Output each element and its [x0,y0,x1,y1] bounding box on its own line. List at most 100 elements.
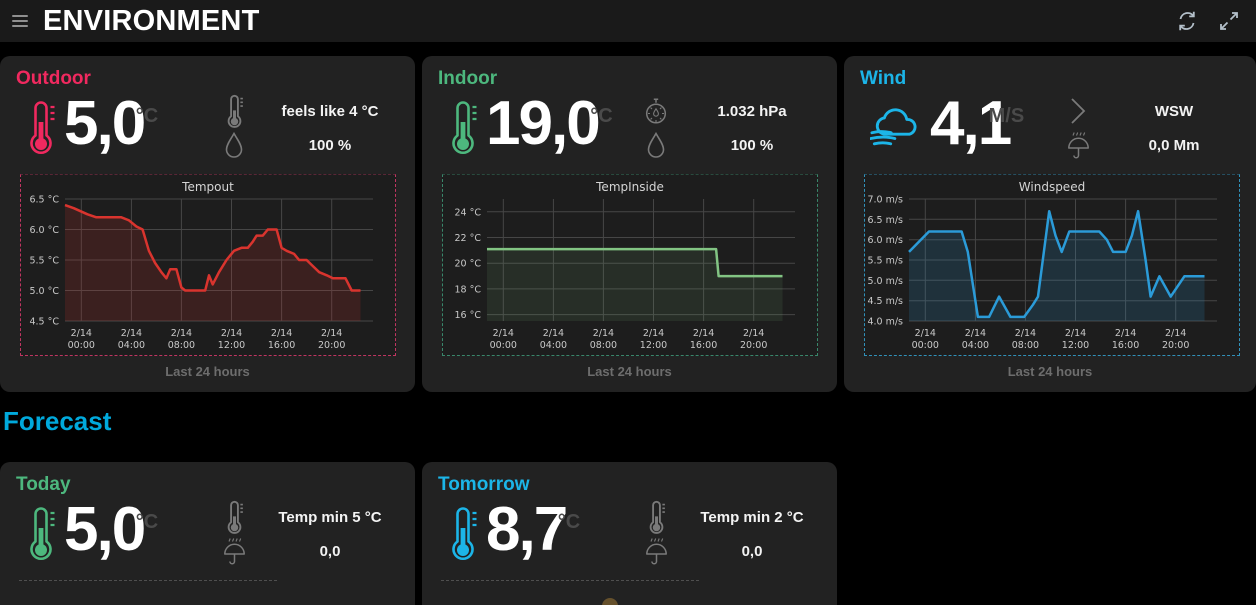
rain-amount-value: 0,0 [741,542,763,560]
feels-like-row: feels like 4 °C [212,94,404,128]
svg-text:5.0 m/s: 5.0 m/s [867,276,903,287]
temp-min-row: Temp min 5 °C [212,500,404,534]
windspeed-chart[interactable]: Windspeed 7.0 m/s 6.5 m/s 6.0 m/s 5.5 m/s 5.0… [864,174,1240,356]
today-panel: Today 5,0 °C [0,462,415,605]
umbrella-rain-icon [1056,129,1100,161]
svg-text:4.5 m/s: 4.5 m/s [867,296,903,307]
tomorrow-panel: Tomorrow 8,7 °C [422,462,837,605]
svg-text:2/14: 2/14 [1115,328,1136,339]
forecast-divider [441,580,699,581]
today-panel-title: Today [16,474,71,495]
hamburger-menu-button[interactable] [12,15,30,27]
tomorrow-reading: 8,7 °C [448,499,592,562]
temp-min-row: Temp min 2 °C [634,500,826,534]
svg-text:4.5 °C: 4.5 °C [29,317,59,328]
svg-text:04:00: 04:00 [118,340,145,351]
tomorrow-temperature-value: 8,7 [486,495,568,564]
indoor-panel-title: Indoor [438,68,498,89]
sun-icon [602,598,618,605]
thermometer-icon [26,504,56,562]
svg-text:Tempout: Tempout [181,180,234,194]
svg-text:2/14: 2/14 [643,328,664,339]
indoor-temperature-value: 19,0 [486,89,601,158]
rain-amount-value: 0,0 Mm [1148,136,1200,154]
wind-chart-caption: Last 24 hours [1007,364,1093,379]
pressure-row: 1.032 hPa [634,94,826,128]
header-bar: ENVIRONMENT [0,0,1256,42]
svg-text:22 °C: 22 °C [455,233,482,244]
rain-row: 0,0 [212,534,404,568]
temp-min-value: Temp min 5 °C [278,508,382,526]
svg-text:6.5 m/s: 6.5 m/s [867,215,903,226]
svg-text:2/14: 2/14 [321,328,342,339]
outdoor-info: feels like 4 °C 100 % [212,94,404,162]
svg-text:TempInside: TempInside [595,180,664,194]
svg-text:18 °C: 18 °C [455,284,482,295]
outdoor-chart-caption: Last 24 hours [165,364,250,379]
rain-row: 0,0 Mm [1056,128,1248,162]
thermometer-icon [26,98,56,156]
fullscreen-icon[interactable] [1218,10,1240,32]
svg-text:16 °C: 16 °C [455,310,482,321]
thermometer-icon [212,93,256,129]
thermometer-icon [448,504,478,562]
outdoor-temperature-unit: °C [135,105,159,127]
svg-text:2/14: 2/14 [915,328,936,339]
thermometer-icon [634,499,678,535]
wind-direction-row: WSW [1056,94,1248,128]
cloud-wind-icon [870,104,922,148]
svg-text:2/14: 2/14 [221,328,242,339]
svg-text:5.5 m/s: 5.5 m/s [867,256,903,267]
rain-amount-value: 0,0 [319,542,341,560]
page-title: ENVIRONMENT [43,4,260,37]
wind-speed-unit: M/S [988,105,1025,127]
svg-text:6.0 °C: 6.0 °C [29,225,59,236]
svg-text:12:00: 12:00 [640,340,667,351]
svg-text:2/14: 2/14 [121,328,142,339]
svg-text:12:00: 12:00 [1062,340,1089,351]
svg-text:00:00: 00:00 [68,340,95,351]
humidity-drop-icon [634,131,678,159]
refresh-icon[interactable] [1176,10,1198,32]
forecast-row: Today 5,0 °C [0,462,1256,605]
svg-text:20:00: 20:00 [1162,340,1189,351]
svg-text:2/14: 2/14 [593,328,614,339]
indoor-temperature-chart[interactable]: TempInside 24 °C 22 °C 20 °C 18 °C 16 °C 2/14 0… [442,174,818,356]
today-temperature-unit: °C [135,511,159,533]
today-reading: 5,0 °C [26,499,170,562]
wind-direction-chevron-icon [1056,96,1100,126]
svg-text:16:00: 16:00 [1112,340,1139,351]
indoor-reading: 19,0 °C [448,93,625,156]
svg-text:2/14: 2/14 [271,328,292,339]
svg-text:Windspeed: Windspeed [1019,180,1085,194]
tomorrow-temperature-unit: °C [557,511,581,533]
wind-info: WSW 0,0 Mm [1056,94,1248,162]
humidity-drop-icon [212,131,256,159]
svg-text:5.5 °C: 5.5 °C [29,256,59,267]
svg-text:00:00: 00:00 [490,340,517,351]
wind-speed-value: 4,1 [930,89,1012,158]
tomorrow-info: Temp min 2 °C 0,0 [634,500,826,568]
humidity-row: 100 % [634,128,826,162]
svg-text:08:00: 08:00 [1012,340,1039,351]
indoor-temperature-unit: °C [590,105,613,127]
svg-text:00:00: 00:00 [912,340,939,351]
wind-panel: Wind 4,1 M/S [844,56,1256,392]
thermometer-icon [448,98,478,156]
rain-row: 0,0 [634,534,826,568]
svg-text:2/14: 2/14 [1165,328,1186,339]
svg-text:08:00: 08:00 [590,340,617,351]
svg-text:16:00: 16:00 [690,340,717,351]
wind-direction-value: WSW [1154,102,1194,120]
outdoor-temperature-chart[interactable]: Tempout 6.5 °C 6.0 °C 5.5 °C 5.0 °C 4.5 °C 2/1… [20,174,396,356]
svg-text:2/14: 2/14 [1065,328,1086,339]
tomorrow-panel-title: Tomorrow [438,474,530,495]
svg-text:4.0 m/s: 4.0 m/s [867,317,903,328]
umbrella-rain-icon [634,535,678,567]
svg-text:20 °C: 20 °C [455,259,482,270]
svg-text:16:00: 16:00 [268,340,295,351]
indoor-info: 1.032 hPa 100 % [634,94,826,162]
thermometer-icon [212,499,256,535]
svg-text:04:00: 04:00 [962,340,989,351]
